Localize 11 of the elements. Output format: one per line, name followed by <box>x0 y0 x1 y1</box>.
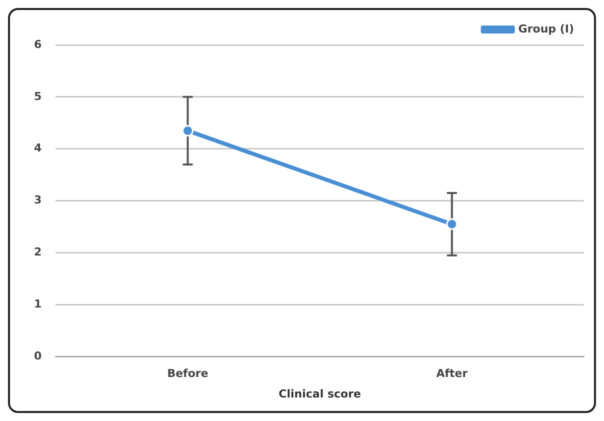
legend-label: Group (I) <box>518 22 574 36</box>
y-tick-label: 6 <box>34 38 42 51</box>
x-tick-label: Before <box>167 367 208 380</box>
y-tick-label: 4 <box>34 142 42 155</box>
y-tick-label: 3 <box>34 194 42 207</box>
y-tick-label: 2 <box>34 246 42 259</box>
y-tick-label: 1 <box>34 298 42 311</box>
x-axis-title: Clinical score <box>278 387 361 400</box>
y-tick-label: 5 <box>34 90 42 103</box>
x-tick-label: After <box>436 367 468 380</box>
y-tick-label: 0 <box>34 349 42 362</box>
